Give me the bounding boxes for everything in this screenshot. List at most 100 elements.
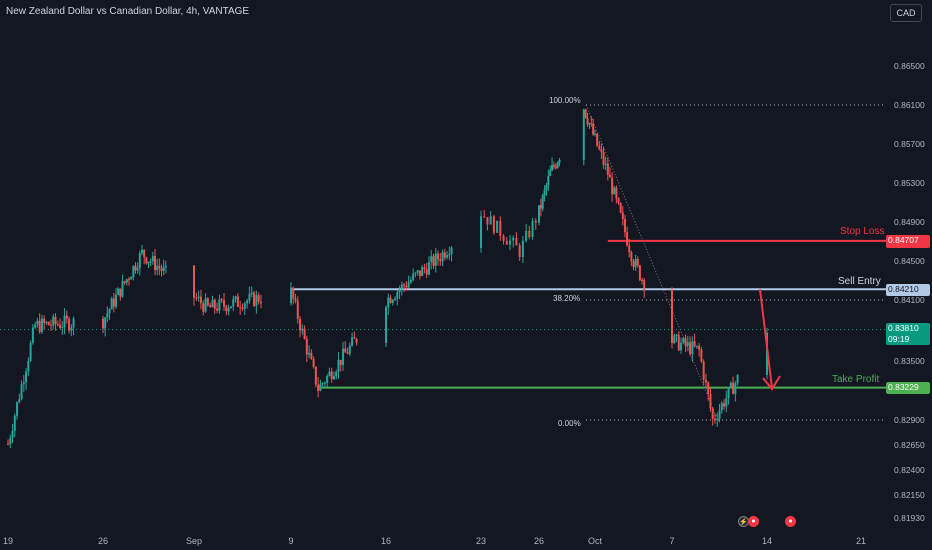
candle-body xyxy=(9,438,12,445)
candle-body xyxy=(586,117,589,125)
candle-body xyxy=(396,292,399,299)
time-tick: 19 xyxy=(2,536,14,546)
price-tick: 0.82400 xyxy=(894,465,925,475)
candle-body xyxy=(11,430,14,439)
candle-body xyxy=(232,299,235,307)
candle-body xyxy=(677,334,680,351)
earnings-marker-icon[interactable]: ● xyxy=(785,516,796,527)
candle-body xyxy=(68,319,71,331)
candle-body xyxy=(423,267,426,269)
candle-body xyxy=(734,383,737,395)
price-axis[interactable]: 0.86500 0.86100 0.85700 0.85300 0.84900 … xyxy=(886,0,932,530)
candle-body xyxy=(353,337,356,339)
candle-body xyxy=(421,267,424,276)
sell-entry-label[interactable]: Sell Entry xyxy=(838,276,881,287)
candle-body xyxy=(707,382,710,395)
candle-body xyxy=(716,418,719,420)
candle-body xyxy=(34,324,37,328)
candle-body xyxy=(713,418,716,420)
candle-body xyxy=(123,281,126,283)
candle-body xyxy=(308,352,311,355)
candle-body xyxy=(115,294,117,307)
candle-body xyxy=(259,301,262,304)
candle-body xyxy=(117,288,120,295)
earnings-marker-icon[interactable]: ● xyxy=(748,516,759,527)
candle-body xyxy=(223,300,226,307)
candle-body xyxy=(13,415,16,431)
candle-body xyxy=(606,163,609,175)
candle-body xyxy=(72,318,75,328)
candle-body xyxy=(528,230,531,237)
candle-body xyxy=(47,322,50,326)
candle-body xyxy=(558,160,561,163)
candle-body xyxy=(220,299,223,301)
currency-button[interactable]: CAD xyxy=(890,4,922,22)
candle-body xyxy=(427,262,430,275)
candle-body xyxy=(292,287,295,299)
candle-body xyxy=(531,220,534,237)
candle-body xyxy=(317,384,320,391)
candle-body xyxy=(628,245,631,253)
stop-loss-label[interactable]: Stop Loss xyxy=(840,226,885,237)
candle-body xyxy=(684,338,687,346)
candle-body xyxy=(588,123,591,125)
candle-body xyxy=(723,403,726,407)
candle-body xyxy=(486,217,489,225)
time-axis[interactable]: 19 26 Sep 9 16 23 26 Oct 7 14 21 xyxy=(0,530,886,550)
candle-body xyxy=(56,323,59,325)
candle-body xyxy=(515,237,518,246)
candle-body xyxy=(496,220,499,233)
candle-body xyxy=(112,298,115,307)
candle-body xyxy=(29,342,32,361)
candle-body xyxy=(110,298,113,310)
take-profit-label[interactable]: Take Profit xyxy=(832,374,880,385)
candle-body xyxy=(689,342,692,354)
candle-body xyxy=(385,307,387,343)
candle-body xyxy=(255,295,258,306)
candle-body xyxy=(621,212,624,220)
candle-body xyxy=(22,382,25,385)
candle-body xyxy=(547,175,550,186)
candle-body xyxy=(310,352,313,360)
candle-body xyxy=(525,230,528,241)
candle-body xyxy=(556,162,559,168)
candle-body xyxy=(480,216,482,248)
sell-entry-price-tag: 0.84210 xyxy=(886,284,930,296)
candle-body xyxy=(128,279,130,281)
candle-body xyxy=(638,265,641,280)
candle-body xyxy=(104,317,107,329)
candle-body xyxy=(202,303,205,312)
candle-body xyxy=(551,165,554,171)
candle-body xyxy=(541,195,544,209)
candle-body xyxy=(414,272,417,274)
candle-body xyxy=(351,337,354,346)
fib-trend-line xyxy=(585,104,719,421)
candle-body xyxy=(213,299,216,309)
candle-body xyxy=(405,285,408,288)
time-tick: Oct xyxy=(587,536,603,546)
candle-body xyxy=(141,249,143,254)
candle-body xyxy=(16,402,19,416)
candle-body xyxy=(617,198,620,204)
candle-body xyxy=(59,324,62,328)
candle-body xyxy=(7,444,9,445)
candle-body xyxy=(342,348,345,365)
candle-body xyxy=(492,216,495,233)
candle-body xyxy=(314,366,317,385)
candle-body xyxy=(199,296,202,304)
candle-body xyxy=(229,306,232,309)
candle-body xyxy=(725,398,728,407)
candle-body xyxy=(339,359,342,365)
candle-body xyxy=(195,297,198,299)
projection-arrow-head xyxy=(762,375,781,391)
candle-body xyxy=(448,254,451,256)
time-tick: 9 xyxy=(288,536,294,546)
candle-body xyxy=(630,252,633,262)
candle-body xyxy=(686,342,689,346)
candle-body xyxy=(303,328,306,339)
candle-body xyxy=(138,253,141,269)
candle-body xyxy=(600,149,603,153)
candle-body xyxy=(432,256,435,266)
candle-body xyxy=(425,268,428,275)
